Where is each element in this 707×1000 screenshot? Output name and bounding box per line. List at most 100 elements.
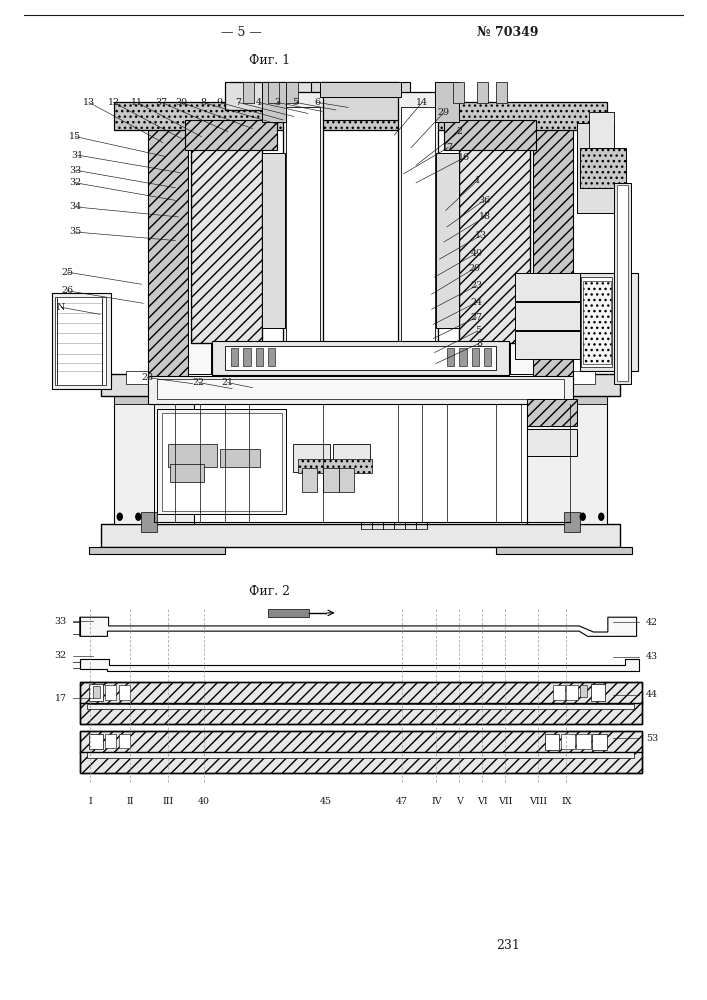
Text: 44: 44	[646, 690, 658, 699]
Text: 13: 13	[83, 98, 95, 107]
Bar	[268, 82, 279, 103]
Bar	[580, 148, 626, 188]
Bar	[339, 468, 354, 492]
Bar	[564, 512, 580, 532]
Bar	[515, 302, 580, 330]
Bar	[589, 112, 614, 163]
Text: 35: 35	[69, 227, 81, 236]
Text: — 5 —: — 5 —	[221, 26, 262, 39]
Bar	[187, 123, 211, 374]
Bar	[515, 331, 580, 359]
Text: 5: 5	[474, 326, 481, 335]
Text: 24: 24	[471, 298, 483, 307]
Bar	[231, 348, 238, 366]
Bar	[114, 102, 607, 130]
Bar	[286, 107, 320, 369]
Bar	[80, 682, 643, 724]
Text: IV: IV	[431, 797, 442, 806]
Text: 43: 43	[645, 652, 658, 661]
Bar	[114, 394, 194, 404]
Bar	[298, 459, 372, 473]
Bar	[268, 348, 275, 366]
Bar	[101, 524, 620, 547]
Polygon shape	[80, 659, 639, 671]
Polygon shape	[89, 547, 225, 554]
Bar	[460, 143, 530, 343]
Bar	[148, 123, 187, 384]
Text: 20: 20	[469, 264, 481, 273]
Bar	[447, 348, 455, 366]
Bar	[460, 348, 467, 366]
Text: N: N	[57, 303, 65, 312]
Text: 32: 32	[69, 178, 81, 187]
Text: 13: 13	[475, 231, 487, 240]
Bar	[583, 281, 611, 364]
Bar	[527, 399, 577, 426]
Bar	[577, 123, 614, 213]
Bar	[141, 512, 157, 532]
Bar	[333, 444, 370, 472]
Text: 40: 40	[198, 797, 210, 806]
Text: 49: 49	[470, 249, 483, 258]
Text: 53: 53	[645, 734, 658, 743]
Bar	[460, 143, 530, 343]
Text: 11: 11	[131, 98, 143, 107]
Circle shape	[136, 513, 141, 520]
Bar	[311, 82, 410, 120]
Bar	[126, 371, 595, 384]
Bar	[436, 153, 460, 328]
Bar	[590, 684, 605, 701]
Text: IX: IX	[561, 797, 572, 806]
Text: 47: 47	[396, 797, 408, 806]
Bar	[580, 685, 587, 697]
Bar	[293, 444, 329, 472]
Text: VIII: VIII	[529, 797, 547, 806]
Circle shape	[599, 513, 604, 520]
Text: V: V	[456, 797, 463, 806]
Bar	[185, 120, 277, 150]
Text: 231: 231	[496, 939, 520, 952]
Bar	[453, 82, 464, 103]
Bar	[89, 734, 103, 749]
Text: 9: 9	[217, 98, 223, 107]
Text: 32: 32	[54, 651, 66, 660]
Text: 21: 21	[222, 378, 234, 387]
Bar	[401, 107, 435, 369]
Bar	[55, 297, 105, 385]
Bar	[225, 82, 397, 110]
Text: 6: 6	[314, 98, 320, 107]
Text: 14: 14	[416, 98, 428, 107]
Bar	[162, 413, 282, 511]
Bar	[496, 82, 508, 103]
Bar	[114, 394, 194, 524]
Text: 45: 45	[320, 797, 332, 806]
Text: 31: 31	[71, 151, 84, 160]
Bar	[87, 704, 633, 709]
Bar	[435, 82, 460, 122]
Bar	[80, 682, 643, 724]
Polygon shape	[496, 547, 632, 554]
Bar	[191, 143, 262, 343]
Text: 28: 28	[141, 373, 153, 382]
Text: 4: 4	[256, 98, 262, 107]
Bar	[243, 82, 255, 103]
Text: 37: 37	[156, 98, 168, 107]
Bar	[515, 273, 580, 301]
Text: 8: 8	[200, 98, 206, 107]
Bar	[87, 752, 633, 758]
Text: 25: 25	[62, 268, 74, 277]
Bar	[553, 685, 565, 700]
Text: 1: 1	[475, 176, 481, 185]
Text: 33: 33	[54, 617, 66, 626]
Bar	[302, 468, 317, 492]
Polygon shape	[80, 617, 636, 636]
Text: № 70349: № 70349	[477, 26, 539, 39]
Text: 27: 27	[471, 313, 483, 322]
Text: Фиг. 1: Фиг. 1	[249, 54, 290, 67]
Bar	[105, 685, 116, 700]
Bar	[269, 609, 309, 617]
Bar	[89, 684, 103, 701]
Bar	[527, 394, 607, 404]
Bar	[225, 346, 496, 370]
Bar	[617, 185, 628, 381]
